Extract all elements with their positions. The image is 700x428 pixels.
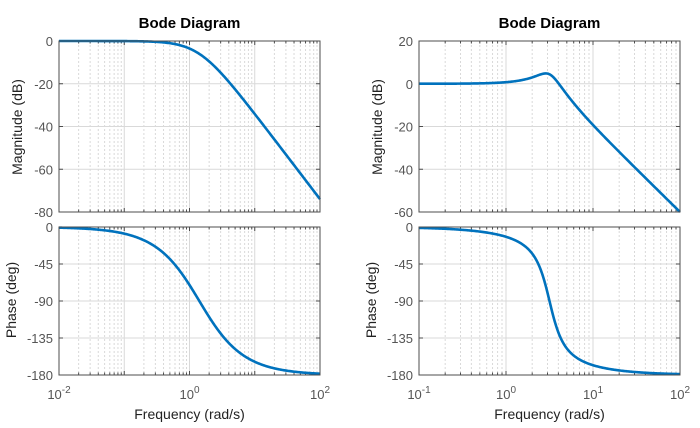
x-tick-exponent: 2 <box>324 385 330 396</box>
y-tick-label: -90 <box>394 294 413 309</box>
magnitude-axes-box <box>58 40 321 213</box>
y-tick-label: -135 <box>387 331 413 346</box>
y-tick-label: 0 <box>46 34 53 49</box>
y-tick-label: -60 <box>394 205 413 220</box>
y-tick-label: -180 <box>27 368 53 383</box>
y-tick-label: 0 <box>46 220 53 235</box>
y-tick-label: -90 <box>34 294 53 309</box>
phase-ylabel: Phase (deg) <box>363 262 379 338</box>
y-tick-label: -180 <box>387 368 413 383</box>
x-tick-label: 100 <box>179 385 199 402</box>
x-tick-base: 10 <box>310 387 324 402</box>
y-tick-label: -20 <box>394 120 413 135</box>
x-tick-label: 102 <box>670 385 690 402</box>
x-tick-label: 101 <box>583 385 603 402</box>
phase-axes-box <box>58 226 321 376</box>
y-tick-label: 20 <box>399 34 413 49</box>
x-tick-exponent: 0 <box>510 385 516 396</box>
x-tick-exponent: 1 <box>597 385 603 396</box>
x-tick-base: 10 <box>47 387 61 402</box>
bode-right: Bode Diagram 200-20-40-60 0-45-90-135-18… <box>363 15 690 422</box>
y-tick-label: -45 <box>34 257 53 272</box>
chart-title: Bode Diagram <box>139 15 241 32</box>
x-tick-base: 10 <box>583 387 597 402</box>
phase-curve <box>58 226 321 375</box>
x-tick-exponent: -2 <box>62 385 71 396</box>
magnitude-curve <box>418 72 681 213</box>
x-tick-base: 10 <box>179 387 193 402</box>
x-tick-label: 10-2 <box>47 385 71 402</box>
xlabel: Frequency (rad/s) <box>134 406 244 422</box>
chart-title: Bode Diagram <box>499 15 601 32</box>
y-tick-label: 0 <box>406 77 413 92</box>
x-tick-label: 10-1 <box>407 385 431 402</box>
y-tick-label: -40 <box>34 120 53 135</box>
x-tick-exponent: 0 <box>194 385 200 396</box>
y-tick-label: -80 <box>34 205 53 220</box>
phase-ylabel: Phase (deg) <box>3 262 19 338</box>
x-tick-base: 10 <box>670 387 684 402</box>
y-tick-label: 0 <box>406 220 413 235</box>
y-tick-label: -60 <box>34 162 53 177</box>
y-tick-label: -40 <box>394 162 413 177</box>
y-tick-label: -45 <box>394 257 413 272</box>
phase-axes-box <box>418 226 681 376</box>
x-tick-base: 10 <box>496 387 510 402</box>
magnitude-axes: 0 -20 -40 -60 -80 <box>34 34 322 220</box>
phase-curve <box>418 226 681 376</box>
bode-left: Bode Diagram 0-20-40-60-80 0-45-90-135-1… <box>3 15 330 422</box>
x-tick-base: 10 <box>407 387 421 402</box>
x-tick-label: 100 <box>496 385 516 402</box>
magnitude-ylabel: Magnitude (dB) <box>369 79 385 175</box>
magnitude-ylabel: Magnitude (dB) <box>9 79 25 175</box>
magnitude-axes: 20 0 -20 -40 -60 <box>394 34 681 220</box>
x-tick-label: 102 <box>310 385 330 402</box>
xlabel: Frequency (rad/s) <box>494 406 604 422</box>
y-tick-label: -135 <box>27 331 53 346</box>
x-tick-exponent: -1 <box>422 385 431 396</box>
x-tick-exponent: 2 <box>684 385 690 396</box>
magnitude-axes-box <box>418 40 681 213</box>
y-tick-label: -20 <box>34 77 53 92</box>
